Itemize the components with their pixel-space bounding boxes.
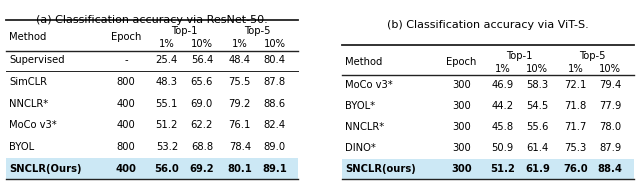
Text: 88.6: 88.6: [264, 99, 286, 109]
Text: DINO*: DINO*: [345, 143, 376, 153]
Text: 46.9: 46.9: [492, 80, 513, 90]
Text: BYOL: BYOL: [10, 142, 35, 152]
Text: 61.4: 61.4: [526, 143, 548, 153]
Text: 75.5: 75.5: [228, 77, 251, 87]
Text: Top-5: Top-5: [244, 26, 271, 36]
Text: 48.3: 48.3: [156, 77, 178, 87]
Text: 44.2: 44.2: [492, 101, 513, 111]
Text: 10%: 10%: [264, 39, 286, 49]
Text: MoCo v3*: MoCo v3*: [345, 80, 392, 90]
Text: Supervised: Supervised: [10, 55, 65, 65]
Text: 51.2: 51.2: [156, 121, 178, 130]
Text: (a) Classification accuracy via ResNet-50.: (a) Classification accuracy via ResNet-5…: [36, 15, 268, 25]
Text: 1%: 1%: [159, 39, 175, 49]
Text: 75.3: 75.3: [564, 143, 586, 153]
Text: 800: 800: [116, 142, 136, 152]
Text: 61.9: 61.9: [525, 164, 550, 174]
Text: 800: 800: [116, 77, 136, 87]
Text: BYOL*: BYOL*: [345, 101, 375, 111]
Text: 89.0: 89.0: [264, 142, 286, 152]
Text: 48.4: 48.4: [228, 55, 251, 65]
Text: 68.8: 68.8: [191, 142, 213, 152]
Text: Top-1: Top-1: [171, 26, 198, 36]
Text: 62.2: 62.2: [191, 121, 213, 130]
Text: Epoch: Epoch: [111, 33, 141, 42]
Text: 10%: 10%: [526, 64, 548, 74]
Text: SimCLR: SimCLR: [10, 77, 47, 87]
Text: 300: 300: [452, 143, 471, 153]
Text: Method: Method: [10, 33, 47, 42]
Text: Top-1: Top-1: [507, 51, 533, 61]
Text: 72.1: 72.1: [564, 80, 586, 90]
Text: NNCLR*: NNCLR*: [345, 122, 384, 132]
Text: 69.2: 69.2: [189, 164, 214, 174]
Text: 25.4: 25.4: [156, 55, 178, 65]
Text: 56.0: 56.0: [154, 164, 179, 174]
Text: 300: 300: [451, 164, 472, 174]
Text: 55.6: 55.6: [526, 122, 548, 132]
Text: MoCo v3*: MoCo v3*: [10, 121, 57, 130]
Text: 87.9: 87.9: [599, 143, 621, 153]
Text: 80.1: 80.1: [227, 164, 252, 174]
Bar: [342, 159, 634, 179]
Text: 54.5: 54.5: [526, 101, 548, 111]
Text: 1%: 1%: [495, 64, 510, 74]
Text: (b) Classification accuracy via ViT-S.: (b) Classification accuracy via ViT-S.: [387, 20, 589, 30]
Text: 10%: 10%: [191, 39, 213, 49]
Text: 300: 300: [452, 80, 471, 90]
Bar: [6, 158, 298, 179]
Text: Method: Method: [345, 57, 382, 67]
Text: 71.7: 71.7: [564, 122, 586, 132]
Text: 1%: 1%: [232, 39, 248, 49]
Text: 78.4: 78.4: [228, 142, 251, 152]
Text: 76.1: 76.1: [228, 121, 251, 130]
Text: 300: 300: [452, 122, 471, 132]
Text: NNCLR*: NNCLR*: [10, 99, 49, 109]
Text: 45.8: 45.8: [492, 122, 513, 132]
Text: 400: 400: [116, 121, 136, 130]
Text: Top-5: Top-5: [579, 51, 606, 61]
Text: 10%: 10%: [599, 64, 621, 74]
Text: 400: 400: [116, 99, 136, 109]
Text: Epoch: Epoch: [446, 57, 477, 67]
Text: 53.2: 53.2: [156, 142, 178, 152]
Text: 400: 400: [116, 164, 136, 174]
Text: 65.6: 65.6: [191, 77, 213, 87]
Text: -: -: [124, 55, 128, 65]
Text: 55.1: 55.1: [156, 99, 178, 109]
Text: 50.9: 50.9: [492, 143, 513, 153]
Text: 69.0: 69.0: [191, 99, 213, 109]
Text: 79.4: 79.4: [599, 80, 621, 90]
Text: 79.2: 79.2: [228, 99, 251, 109]
Text: SNCLR(ours): SNCLR(ours): [345, 164, 415, 174]
Text: 88.4: 88.4: [598, 164, 623, 174]
Text: 51.2: 51.2: [490, 164, 515, 174]
Text: 300: 300: [452, 101, 471, 111]
Text: 87.8: 87.8: [264, 77, 286, 87]
Text: 89.1: 89.1: [262, 164, 287, 174]
Text: 56.4: 56.4: [191, 55, 213, 65]
Text: 77.9: 77.9: [599, 101, 621, 111]
Text: 71.8: 71.8: [564, 101, 586, 111]
Text: 76.0: 76.0: [563, 164, 588, 174]
Text: 80.4: 80.4: [264, 55, 286, 65]
Text: 78.0: 78.0: [599, 122, 621, 132]
Text: 1%: 1%: [568, 64, 583, 74]
Text: 58.3: 58.3: [526, 80, 548, 90]
Text: 82.4: 82.4: [264, 121, 286, 130]
Text: SNCLR(Ours): SNCLR(Ours): [10, 164, 82, 174]
